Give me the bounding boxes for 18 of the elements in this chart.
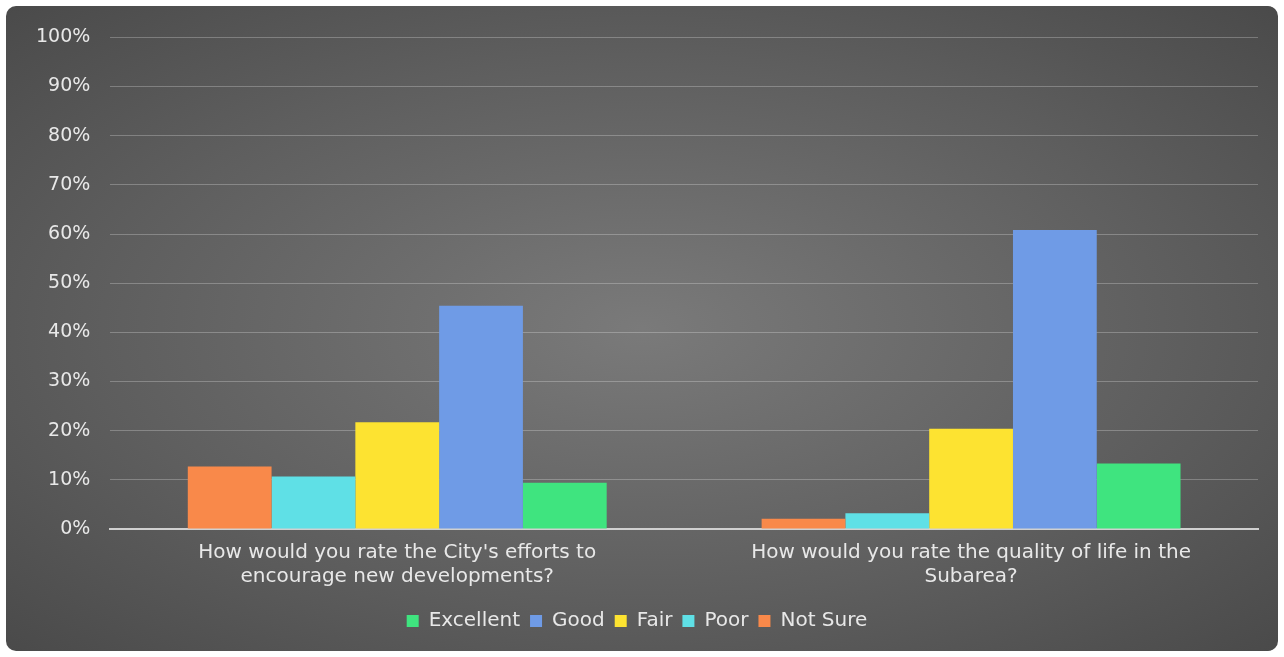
legend-label: Excellent	[428, 607, 521, 632]
y-tick-label: 60%	[48, 220, 91, 243]
y-tick-label: 90%	[48, 73, 91, 96]
legend-label: Poor	[704, 607, 750, 632]
y-tick-label: 70%	[48, 171, 91, 194]
x-tick-label: How would you rate the quality of life in the Subarea?	[751, 539, 1191, 588]
x-tick-label: How would you rate the City's efforts to encourage new developments?	[198, 539, 597, 588]
legend-label: Not Sure	[780, 607, 868, 632]
y-tick-label: 80%	[48, 122, 91, 145]
y-tick-label: 100%	[35, 24, 91, 47]
y-tick-label: 40%	[48, 319, 91, 342]
y-tick-label: 30%	[48, 368, 91, 391]
y-tick-label: 50%	[48, 270, 91, 293]
legend-label: Good	[552, 607, 605, 632]
y-tick-label: 10%	[48, 466, 91, 489]
y-tick-label: 20%	[48, 417, 91, 440]
y-tick-label: 0%	[60, 515, 91, 538]
legend-label: Fair	[636, 607, 674, 632]
